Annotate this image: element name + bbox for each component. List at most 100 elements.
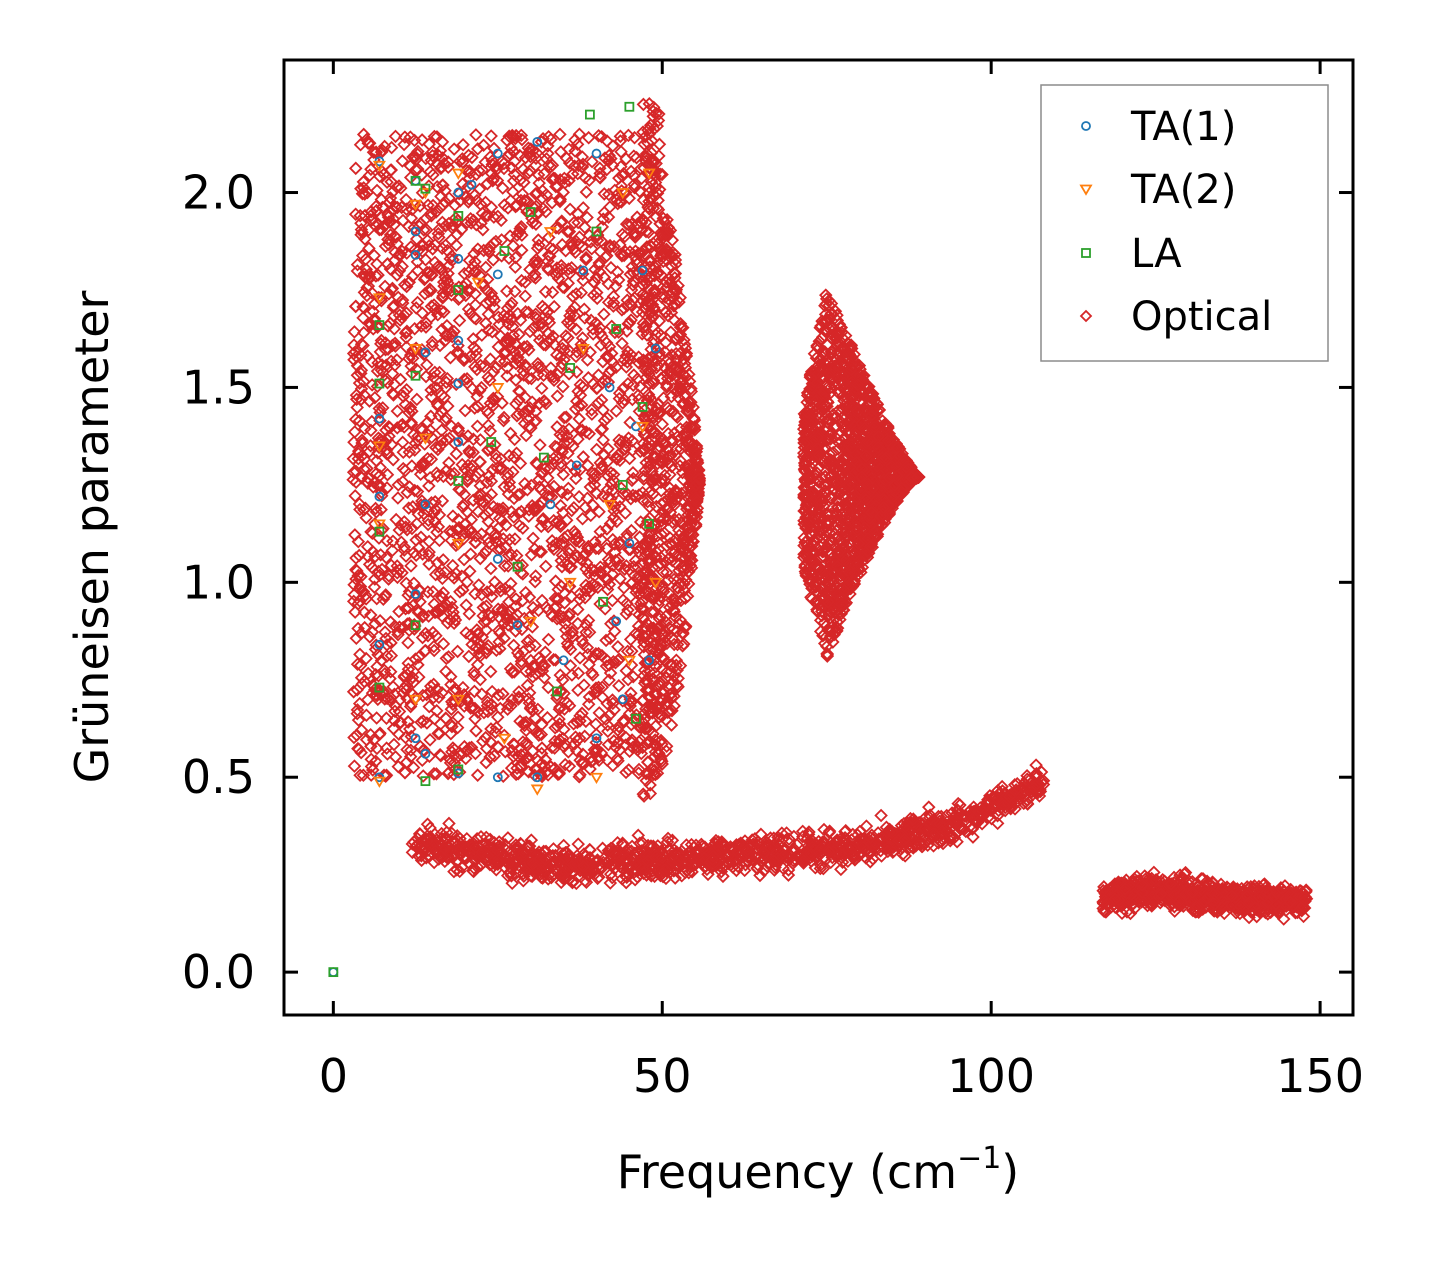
optical-point (581, 458, 595, 473)
optical-point (415, 133, 429, 147)
optical-point (669, 331, 683, 345)
optical-point (471, 504, 485, 519)
optical-point (621, 317, 635, 331)
optical-point (527, 267, 542, 281)
optical-point (351, 568, 366, 583)
optical-point (501, 698, 516, 712)
optical-point (584, 403, 599, 417)
optical-point (431, 520, 446, 534)
optical-point (426, 168, 440, 182)
optical-point (557, 343, 572, 358)
optical-point (491, 740, 505, 754)
optical-point (491, 710, 505, 724)
optical-point (508, 599, 523, 614)
optical-point (544, 361, 558, 375)
optical-point (618, 439, 633, 454)
optical-point (518, 275, 533, 289)
optical-point (407, 443, 422, 457)
optical-point (457, 266, 472, 281)
optical-point (540, 261, 555, 275)
optical-point (641, 299, 655, 314)
optical-point (351, 621, 365, 636)
optical-point (650, 456, 665, 471)
optical-point (545, 740, 559, 755)
optical-point (375, 562, 389, 577)
optical-point (629, 708, 644, 722)
optical-point (644, 342, 658, 357)
optical-point (619, 559, 634, 573)
optical-point (513, 456, 528, 471)
optical-point (654, 328, 668, 342)
optical-point (639, 224, 653, 239)
optical-point (512, 384, 526, 398)
optical-point (816, 549, 831, 564)
optical-point (486, 391, 501, 406)
optical-point (421, 198, 435, 212)
optical-point (461, 179, 475, 194)
optical-point (658, 305, 673, 320)
optical-point (461, 302, 476, 316)
optical-point (530, 241, 545, 255)
optical-point (637, 441, 651, 456)
optical-point (350, 564, 364, 578)
optical-point (541, 326, 556, 341)
optical-point (476, 609, 490, 623)
optical-point (397, 137, 411, 152)
optical-point (614, 481, 629, 495)
optical-point (812, 334, 827, 348)
optical-point (531, 318, 546, 332)
optical-point (676, 320, 690, 335)
optical-point (624, 491, 638, 506)
optical-point (395, 259, 409, 274)
optical-point (646, 376, 660, 391)
optical-point (646, 100, 661, 115)
optical-point (644, 350, 659, 364)
optical-point (503, 661, 518, 676)
optical-point (656, 683, 671, 697)
optical-point (624, 164, 638, 179)
optical-point (618, 185, 633, 200)
optical-point (502, 308, 517, 322)
optical-point (514, 504, 529, 519)
optical-point (479, 599, 494, 613)
optical-point (472, 268, 487, 283)
optical-point (626, 488, 640, 503)
optical-point (585, 466, 600, 480)
optical-point (669, 549, 683, 563)
optical-point (388, 358, 402, 373)
optical-point (635, 575, 650, 589)
optical-point (502, 584, 517, 598)
optical-point (535, 191, 549, 205)
optical-point (535, 495, 549, 509)
optical-point (501, 332, 515, 346)
optical-point (359, 708, 374, 722)
optical-point (658, 345, 673, 360)
optical-point (439, 375, 454, 390)
optical-point (679, 370, 693, 384)
optical-point (622, 451, 637, 466)
optical-point (443, 752, 458, 767)
optical-point (627, 149, 641, 163)
optical-point (447, 324, 461, 339)
optical-point (554, 579, 568, 593)
optical-point (349, 299, 363, 314)
optical-point (676, 532, 691, 546)
optical-point (828, 624, 843, 639)
optical-point (640, 682, 655, 696)
optical-point (519, 428, 533, 443)
optical-point (575, 511, 590, 526)
optical-point (636, 97, 651, 112)
optical-point (550, 389, 565, 403)
optical-point (576, 747, 590, 761)
optical-point (600, 483, 615, 497)
optical-point (595, 220, 610, 234)
optical-point (523, 324, 537, 339)
optical-point (406, 760, 421, 775)
optical-point (645, 310, 659, 325)
optical-point (560, 696, 575, 710)
optical-point (636, 693, 651, 708)
optical-point (462, 171, 477, 186)
optical-point (638, 359, 652, 374)
optical-point (506, 465, 520, 479)
optical-point (424, 209, 439, 223)
